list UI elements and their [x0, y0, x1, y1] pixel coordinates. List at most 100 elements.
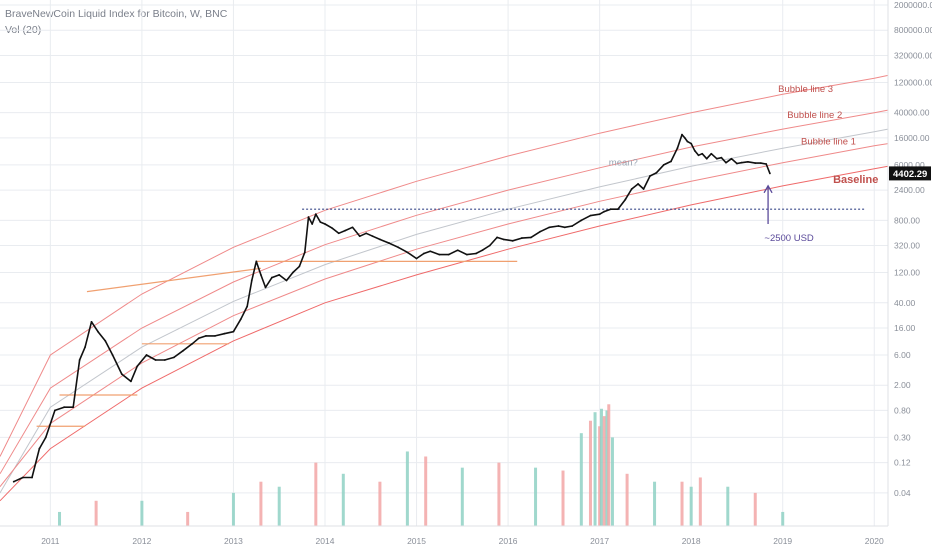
price-point [693, 149, 696, 152]
price-point [111, 354, 114, 356]
y-tick-label: 16000.00 [894, 133, 930, 143]
volume-bar [680, 481, 684, 526]
price-point [725, 161, 727, 164]
price-series [12, 133, 771, 483]
y-tick-label: 40.00 [894, 298, 916, 308]
volume-bar [753, 492, 757, 526]
price-point [571, 225, 574, 227]
price-point [130, 380, 132, 383]
price-point [690, 142, 693, 145]
y-tick-label: 40000.00 [894, 108, 930, 118]
volume-bar [598, 426, 602, 526]
annotation-label: ~2500 USD [764, 233, 814, 244]
y-tick-label: 6.00 [894, 350, 911, 360]
volume-bar [599, 408, 603, 526]
price-point [365, 232, 368, 235]
annotation-label: Bubble line 3 [778, 84, 833, 95]
price-point [754, 162, 757, 165]
annotation-label: Baseline [833, 174, 878, 186]
volume-bar [460, 467, 464, 526]
volume-bar [588, 420, 592, 526]
price-point [447, 253, 450, 256]
price-point [520, 237, 523, 239]
price-point [255, 260, 258, 263]
price-point [120, 373, 123, 375]
volume-bar [231, 492, 235, 526]
price-point [351, 226, 354, 229]
volume-bar [58, 511, 62, 526]
y-tick-label: 2400.00 [894, 185, 925, 195]
price-point [765, 163, 768, 165]
y-tick-label: 0.30 [894, 432, 911, 442]
price-point [260, 274, 262, 276]
price-point [676, 147, 679, 150]
x-tick-label: 2016 [499, 536, 518, 546]
volume-bar [625, 473, 629, 526]
price-point [97, 330, 99, 333]
volume-bar [602, 416, 606, 526]
volume-bar [341, 473, 345, 526]
price-point [358, 235, 361, 238]
volume-bar [561, 470, 565, 526]
price-point [319, 221, 322, 224]
price-point [655, 171, 658, 174]
price-point [662, 163, 665, 166]
price-point [388, 242, 390, 244]
price-point [429, 250, 432, 253]
price-point [379, 238, 381, 241]
price-point [104, 340, 107, 342]
price-point [681, 133, 683, 136]
price-point [539, 230, 542, 233]
price-point [31, 476, 33, 479]
price-point [163, 359, 166, 361]
horizontal-levels [36, 208, 866, 427]
price-point [38, 447, 41, 450]
price-point [697, 154, 700, 157]
x-tick-label: 2017 [590, 536, 609, 546]
price-point [609, 208, 612, 211]
y-tick-label: 320.00 [894, 241, 920, 251]
price-point [136, 365, 139, 368]
volume-bar [314, 462, 318, 526]
price-point [710, 152, 713, 155]
volume-bar [653, 481, 657, 526]
price-point [371, 235, 374, 238]
price-point [173, 356, 175, 359]
x-axis: 2011 2012 2013 2014 2015 2016 2017 2018 2019 2020 [0, 525, 888, 546]
volume-bar [405, 451, 409, 526]
price-point [191, 342, 194, 345]
price-point [223, 332, 226, 335]
price-point [21, 476, 24, 479]
volume-bar [277, 486, 281, 526]
price-point [197, 337, 200, 340]
volume-bar [378, 481, 382, 526]
volume-bar [140, 500, 144, 526]
price-point [78, 359, 81, 361]
y-tick-label: 0.80 [894, 405, 911, 415]
price-point [324, 223, 326, 225]
regression-line [0, 165, 889, 502]
volume-bar [424, 456, 428, 526]
y-tick-label: 2000000.00 [894, 0, 932, 10]
price-point [589, 214, 592, 217]
price-point [488, 244, 491, 247]
regression-lines [0, 74, 889, 502]
x-tick-label: 2011 [41, 536, 60, 546]
price-point [264, 286, 267, 289]
x-tick-label: 2014 [316, 536, 335, 546]
price-point [769, 172, 771, 175]
price-point [465, 253, 468, 256]
volume-bar [726, 486, 730, 526]
y-tick-label: 0.04 [894, 488, 911, 498]
volume-bar [605, 410, 609, 526]
regression-line [0, 74, 889, 457]
y-tick-label: 6000.00 [894, 160, 925, 170]
price-point [736, 162, 738, 165]
price-point [182, 349, 184, 352]
price-point [715, 157, 718, 160]
price-point [530, 236, 532, 239]
price-point [415, 257, 418, 260]
volume-bar [610, 437, 614, 526]
price-point [214, 335, 217, 337]
